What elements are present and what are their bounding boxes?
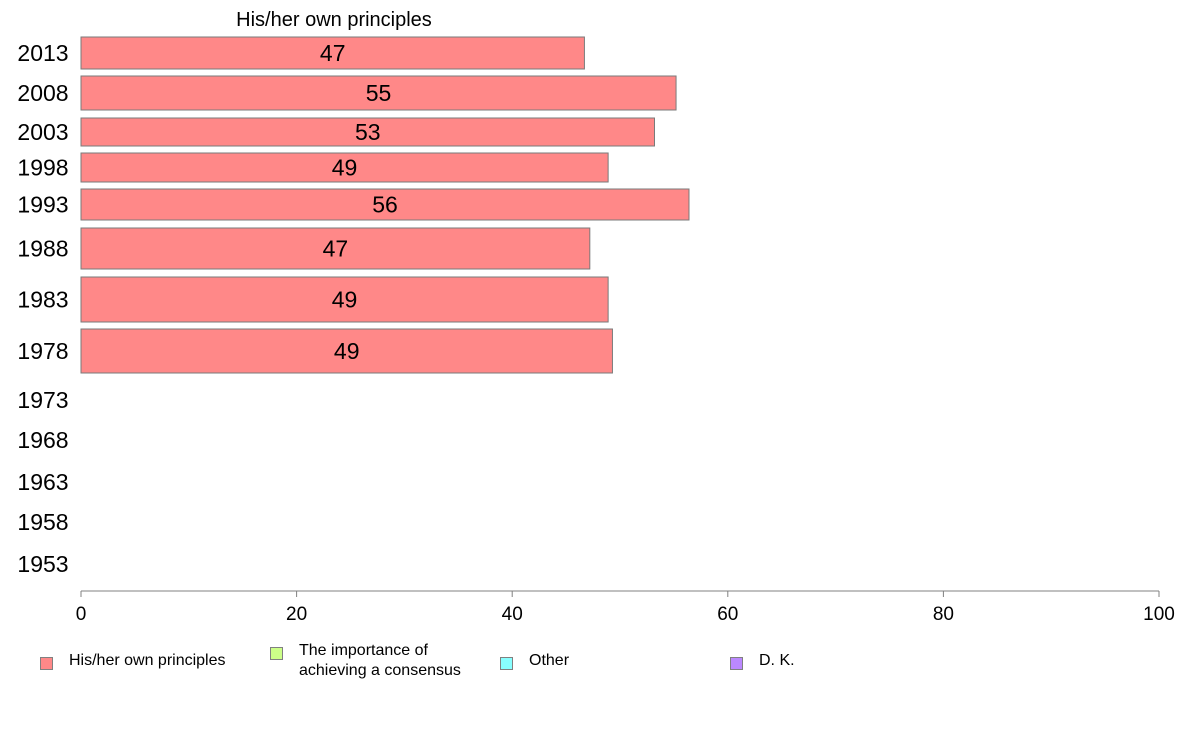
year-label: 1983 [17, 287, 68, 313]
legend-swatch [40, 657, 53, 670]
x-axis: 0 20 40 60 80 100 [76, 590, 1175, 625]
year-label: 2013 [17, 40, 68, 66]
year-label: 1953 [17, 551, 68, 577]
legend-swatch [270, 647, 283, 660]
bar [80, 75, 677, 111]
bar [80, 227, 591, 270]
year-label: 1978 [17, 338, 68, 364]
bar [80, 276, 609, 323]
data-label: 49 [332, 155, 358, 181]
data-label: 49 [334, 338, 360, 364]
legend-item-own-principles: His/her own principles [40, 651, 226, 671]
year-label: 1968 [17, 427, 68, 453]
year-label: 1993 [17, 192, 68, 218]
data-label: 56 [372, 192, 398, 218]
legend: His/her own principles The importance of… [0, 641, 1188, 693]
x-tick-label: 100 [1143, 604, 1175, 625]
bar-chart: His/her own principles 4755534956474949 … [17, 9, 1175, 625]
legend-swatch [730, 657, 743, 670]
legend-label: D. K. [759, 652, 795, 669]
data-label: 55 [366, 80, 392, 106]
legend-item-other: Other [500, 651, 569, 671]
year-label: 1998 [17, 155, 68, 181]
x-tick-label: 20 [286, 604, 307, 625]
legend-swatch [500, 657, 513, 670]
x-tick-label: 60 [717, 604, 738, 625]
bar [80, 328, 613, 374]
bars-group: 47 55 53 49 56 47 49 49 [80, 36, 690, 374]
bar [80, 152, 609, 183]
legend-label: Other [529, 652, 570, 669]
chart-title: His/her own principles [236, 9, 432, 31]
x-tick-label: 0 [76, 604, 87, 625]
bar [80, 117, 655, 147]
legend-item-dk: D. K. [730, 651, 795, 671]
year-label: 1973 [17, 387, 68, 413]
data-label: 53 [355, 119, 381, 145]
year-label: 1958 [17, 509, 68, 535]
year-labels: 2013 2008 2003 1998 1993 1988 1983 1978 1973 1968… [17, 40, 68, 577]
year-label: 2003 [17, 119, 68, 145]
data-label: 47 [323, 236, 349, 262]
data-label: 47 [320, 40, 346, 66]
legend-item-consensus: The importance of achieving a consensus [270, 641, 489, 681]
bar [80, 188, 690, 221]
year-label: 1963 [17, 469, 68, 495]
legend-label: The importance of achieving a consensus [299, 642, 461, 679]
legend-label: His/her own principles [69, 652, 226, 669]
x-tick-label: 80 [933, 604, 954, 625]
x-tick-label: 40 [502, 604, 523, 625]
data-label: 49 [332, 287, 358, 313]
year-label: 1988 [17, 236, 68, 262]
bar [80, 36, 585, 70]
year-label: 2008 [17, 80, 68, 106]
